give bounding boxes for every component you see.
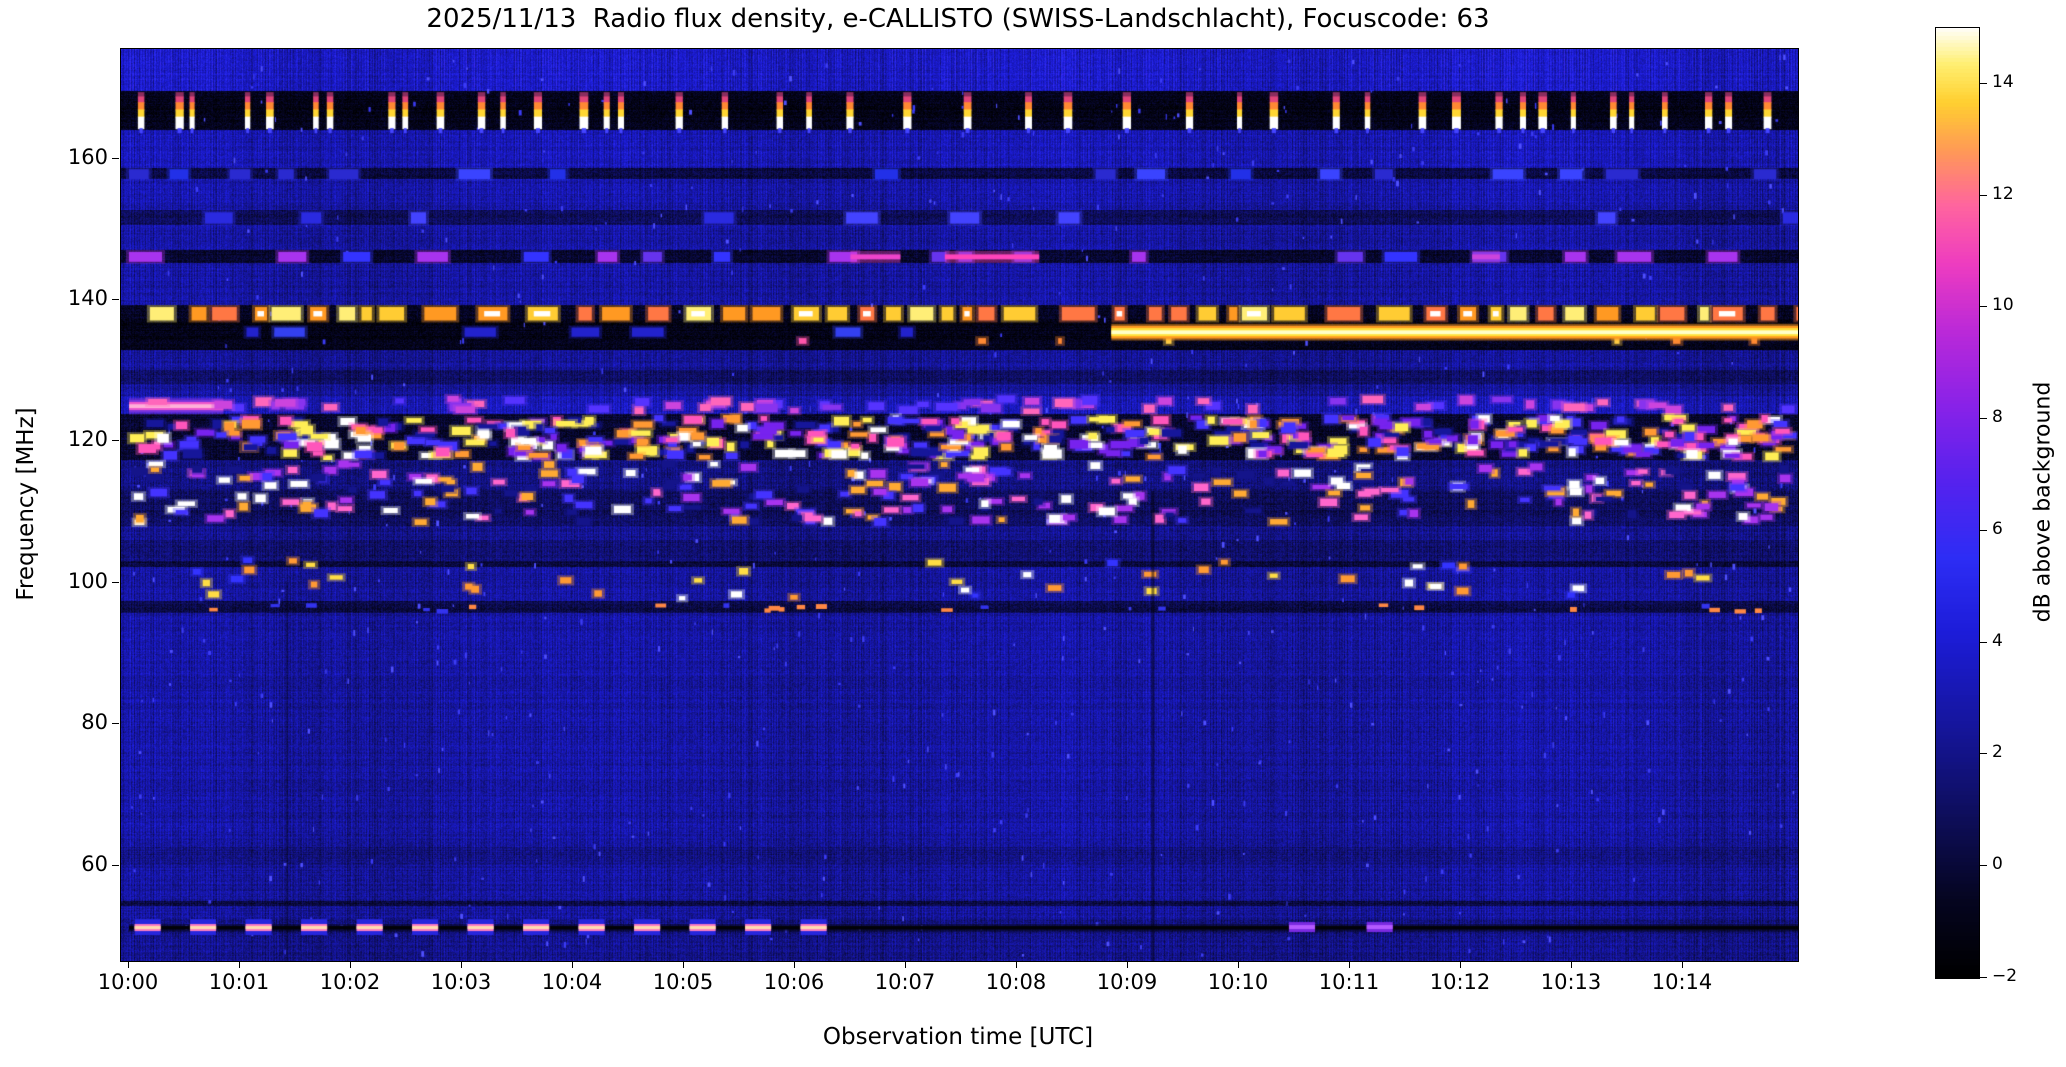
x-tick-label: 10:06 (763, 970, 825, 994)
x-tick-mark (128, 961, 129, 968)
x-tick-label: 10:03 (430, 970, 492, 994)
colorbar-tick-mark (1980, 865, 1987, 867)
y-tick-mark (112, 864, 119, 866)
x-tick-label: 10:05 (652, 970, 714, 994)
y-tick-mark (112, 723, 119, 725)
y-tick-mark (112, 581, 119, 583)
x-tick-mark (1238, 961, 1239, 968)
colorbar-tick-label: 2 (1992, 742, 2003, 763)
x-tick-mark (1349, 961, 1350, 968)
chart-title: 2025/11/13 Radio flux density, e-CALLIST… (426, 4, 1490, 34)
x-tick-label: 10:04 (541, 970, 603, 994)
y-tick-label: 160 (67, 144, 108, 169)
x-tick-mark (1571, 961, 1572, 968)
x-tick-label: 10:00 (97, 970, 159, 994)
colorbar-gradient (1936, 28, 1979, 978)
x-tick-label: 10:07 (874, 970, 936, 994)
colorbar-tick-label: −2 (1992, 966, 2018, 986)
plot-area (120, 48, 1799, 962)
colorbar (1935, 27, 1980, 979)
colorbar-tick-mark (1980, 753, 1987, 755)
colorbar-tick-label: 14 (1992, 71, 2014, 92)
x-axis-label: Observation time [UTC] (822, 1024, 1094, 1050)
x-tick-mark (350, 961, 351, 968)
x-tick-mark (1127, 961, 1128, 968)
colorbar-tick-mark (1980, 82, 1987, 84)
colorbar-tick-mark (1980, 977, 1987, 978)
y-tick-mark (112, 440, 119, 442)
colorbar-tick-label: 10 (1992, 295, 2014, 316)
x-tick-mark (683, 961, 684, 968)
x-tick-mark (461, 961, 462, 968)
x-tick-label: 10:12 (1429, 970, 1491, 994)
colorbar-tick-mark (1980, 418, 1987, 420)
x-tick-label: 10:13 (1540, 970, 1602, 994)
colorbar-tick-mark (1980, 529, 1987, 531)
colorbar-tick-mark (1980, 306, 1987, 308)
x-tick-label: 10:10 (1207, 970, 1269, 994)
y-tick-mark (112, 298, 119, 300)
x-tick-mark (794, 961, 795, 968)
colorbar-tick-label: 6 (1992, 518, 2003, 539)
y-tick-mark (112, 157, 119, 159)
y-tick-label: 120 (67, 427, 108, 452)
colorbar-tick-label: 12 (1992, 183, 2014, 204)
colorbar-tick-mark (1980, 194, 1987, 196)
x-tick-mark (1682, 961, 1683, 968)
colorbar-tick-label: 4 (1992, 630, 2003, 651)
x-tick-label: 10:14 (1651, 970, 1713, 994)
colorbar-tick-label: 0 (1992, 854, 2003, 875)
x-tick-mark (239, 961, 240, 968)
x-tick-label: 10:02 (319, 970, 381, 994)
x-tick-mark (1016, 961, 1017, 968)
x-tick-mark (1460, 961, 1461, 968)
y-tick-label: 100 (67, 568, 108, 593)
colorbar-tick-mark (1980, 641, 1987, 643)
colorbar-tick-label: 8 (1992, 407, 2003, 428)
x-tick-mark (572, 961, 573, 968)
spectrogram-image (121, 49, 1798, 961)
y-tick-label: 80 (81, 710, 108, 735)
x-tick-mark (905, 961, 906, 968)
x-tick-label: 10:11 (1318, 970, 1380, 994)
colorbar-label: dB above background (2030, 381, 2056, 623)
x-tick-label: 10:08 (985, 970, 1047, 994)
x-tick-label: 10:09 (1096, 970, 1158, 994)
y-tick-label: 140 (67, 285, 108, 310)
y-tick-label: 60 (81, 851, 108, 876)
x-tick-label: 10:01 (208, 970, 270, 994)
